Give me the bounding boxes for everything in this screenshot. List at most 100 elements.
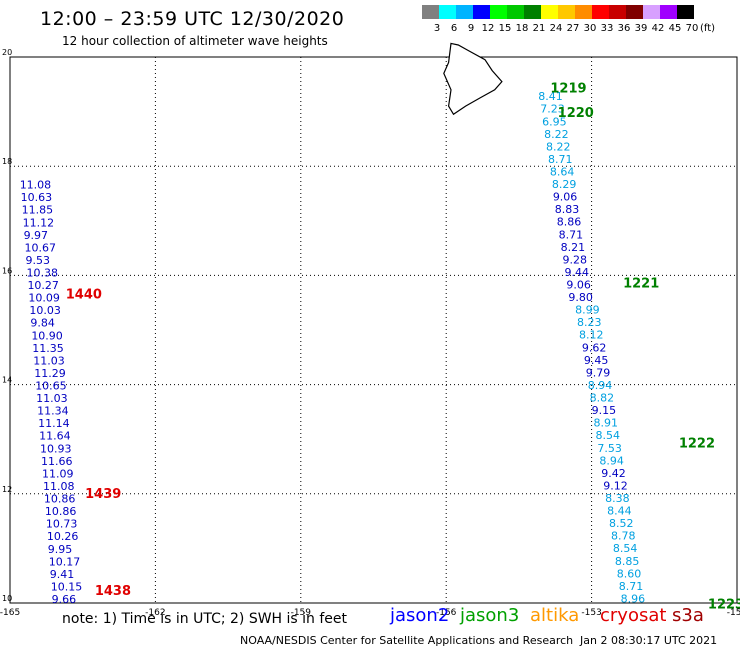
wave-height-value: 9.97 — [24, 229, 49, 242]
wave-height-value: 10.65 — [35, 380, 67, 393]
wave-height-value: 11.29 — [34, 367, 66, 380]
legend-swatch — [456, 5, 473, 19]
wave-height-value: 11.08 — [20, 179, 52, 192]
legend-label: 18 — [515, 23, 529, 34]
wave-height-value: 8.71 — [619, 580, 644, 593]
legend-label: 45 — [668, 23, 682, 34]
wave-height-value: 8.52 — [609, 517, 634, 530]
legend-swatch — [609, 5, 626, 19]
y-tick-label: 18 — [2, 157, 12, 166]
wave-height-value: 8.29 — [552, 178, 577, 191]
y-tick-label: 16 — [2, 266, 12, 275]
wave-height-value: 8.82 — [590, 392, 615, 405]
wave-height-value: 8.85 — [615, 555, 640, 568]
wave-height-value: 8.22 — [546, 140, 571, 153]
legend-swatch — [524, 5, 541, 19]
legend-swatch — [677, 5, 694, 19]
wave-height-value: 11.03 — [33, 354, 65, 367]
y-tick-label: 20 — [2, 48, 12, 57]
wave-height-value: 10.63 — [21, 191, 53, 204]
pass-time-label: 1438 — [95, 584, 131, 599]
map-frame — [9, 56, 738, 604]
legend-label: 12 — [481, 23, 495, 34]
wave-height-value: 10.15 — [51, 580, 83, 593]
wave-height-value: 11.14 — [38, 417, 70, 430]
wave-height-value: 8.41 — [538, 90, 563, 103]
wave-height-value: 7.23 — [540, 103, 565, 116]
generated-timestamp: Jan 2 08:30:17 UTC 2021 — [580, 634, 718, 647]
wave-height-value: 9.45 — [584, 354, 609, 367]
wave-height-value: 8.54 — [595, 429, 620, 442]
pass-time-label: 1221 — [623, 276, 659, 291]
wave-height-value: 8.86 — [557, 216, 582, 229]
legend-label: 33 — [600, 23, 614, 34]
legend-swatch — [575, 5, 592, 19]
wave-height-value: 9.84 — [30, 317, 55, 330]
wave-height-value: 7.53 — [597, 442, 622, 455]
legend-label: 30 — [583, 23, 597, 34]
wave-height-value: 9.53 — [26, 254, 50, 267]
wave-height-value: 10.67 — [25, 241, 57, 254]
legend-swatch — [490, 5, 507, 19]
x-tick-label: -150 — [727, 608, 740, 618]
pass-time-label: 1220 — [558, 106, 594, 121]
y-tick-label: 10 — [2, 594, 12, 603]
wave-height-value: 8.78 — [611, 530, 636, 543]
wave-height-value: 8.71 — [559, 228, 584, 241]
wave-height-value: 10.17 — [49, 555, 80, 568]
legend-label: 24 — [549, 23, 563, 34]
wave-height-value: 9.42 — [601, 467, 626, 480]
wave-height-value: 11.34 — [37, 405, 69, 418]
legend-label: 70 — [685, 23, 699, 34]
wave-height-value: 10.73 — [46, 518, 78, 531]
wave-height-value: 8.71 — [548, 153, 573, 166]
credit-text: NOAA/NESDIS Center for Satellite Applica… — [240, 634, 574, 647]
wave-height-value: 8.21 — [561, 241, 586, 254]
satellite-s3a: s3a — [672, 605, 704, 626]
map-title: 12:00 – 23:59 UTC 12/30/2020 — [40, 8, 345, 30]
legend-label: 3 — [433, 23, 441, 34]
wave-height-value: 8.22 — [544, 128, 569, 141]
pass-time-label: 1222 — [679, 436, 715, 451]
legend-swatch — [541, 5, 558, 19]
wave-height-value: 9.06 — [566, 279, 591, 292]
wave-height-value: 11.35 — [32, 342, 64, 355]
legend-swatch — [626, 5, 643, 19]
wave-height-value: 9.66 — [52, 593, 77, 606]
wave-height-value: 8.60 — [617, 567, 642, 580]
wave-height-value: 9.79 — [586, 366, 611, 379]
satellite-jason3: jason3 — [460, 605, 520, 626]
wave-height-value: 10.03 — [29, 304, 60, 317]
note-text: note: 1) Time is in UTC; 2) SWH is in fe… — [62, 611, 348, 627]
legend-label: 9 — [467, 23, 475, 34]
wave-height-value: 10.27 — [27, 279, 58, 292]
wave-height-value: 10.86 — [44, 493, 76, 506]
legend-swatch — [643, 5, 660, 19]
wave-height-value: 8.96 — [621, 592, 646, 605]
legend-label: 39 — [634, 23, 648, 34]
wave-height-value: 11.85 — [22, 204, 54, 217]
wave-height-value: 11.09 — [42, 467, 74, 480]
pass-time-label: 1439 — [85, 487, 121, 502]
wave-height-value: 10.90 — [31, 329, 63, 342]
legend-swatch — [592, 5, 609, 19]
legend-label: 42 — [651, 23, 665, 34]
wave-height-value: 11.12 — [23, 216, 55, 229]
wave-height-value: 8.99 — [575, 304, 600, 317]
legend-unit: (ft) — [700, 23, 716, 34]
x-tick-label: -162 — [145, 608, 165, 618]
pass-time-label: 1440 — [66, 287, 102, 302]
wave-height-value: 9.80 — [568, 291, 593, 304]
wave-height-value: 6.95 — [542, 115, 567, 128]
pass-time-label: 1223 — [708, 597, 740, 612]
wave-height-value: 10.09 — [28, 292, 60, 305]
legend-swatch — [507, 5, 524, 19]
wave-height-value: 8.44 — [607, 505, 632, 518]
x-tick-label: -153 — [581, 608, 601, 618]
wave-height-value: 8.23 — [577, 316, 602, 329]
x-tick-label: -156 — [436, 608, 457, 618]
legend-label: 27 — [566, 23, 580, 34]
legend-swatch — [439, 5, 456, 19]
legend-label: 6 — [450, 23, 458, 34]
wave-height-value: 9.41 — [50, 568, 75, 581]
